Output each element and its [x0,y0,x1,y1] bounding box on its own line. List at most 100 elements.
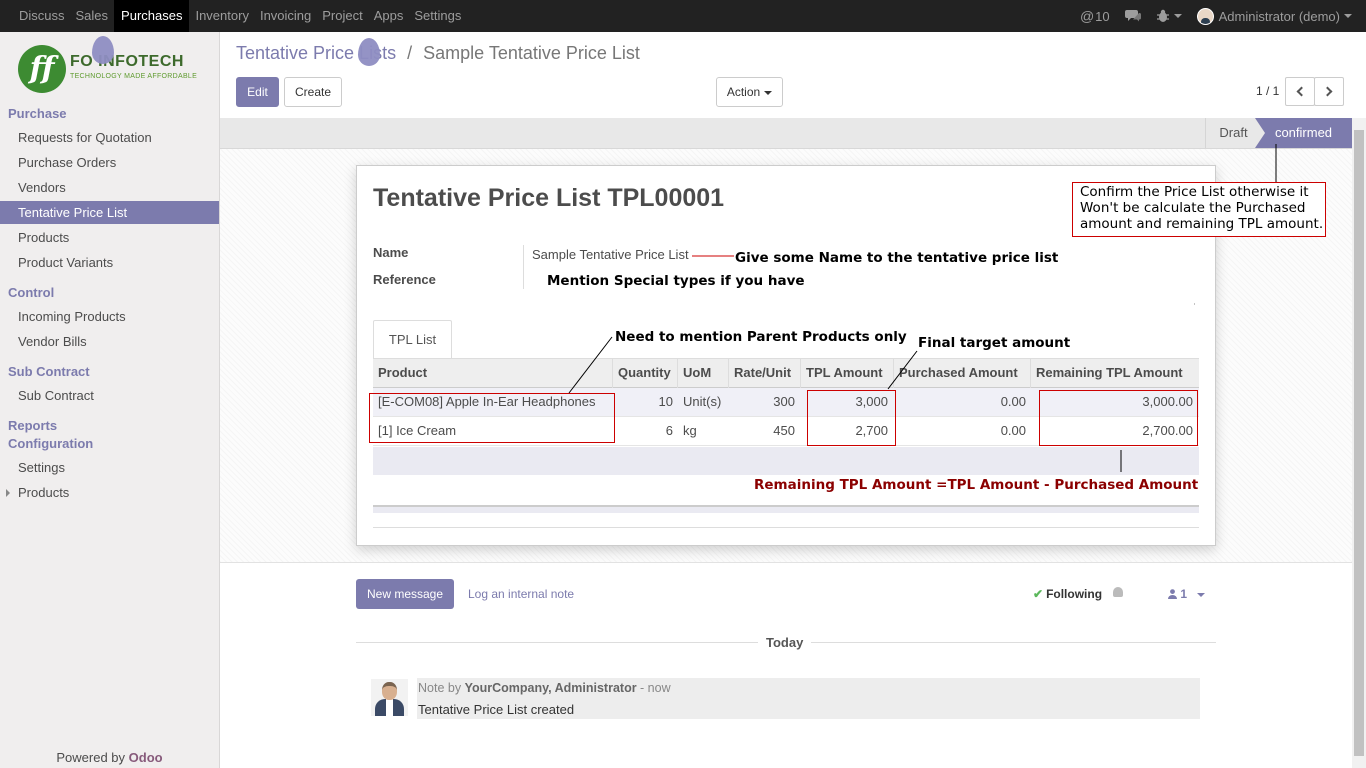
cell-product: [E-COM08] Apple In-Ear Headphones [378,394,596,409]
following-label: Following [1046,587,1103,601]
sidebar-section-control: Control [8,285,55,300]
user-menu[interactable]: Administrator (demo) [1196,7,1352,25]
cell-quantity: 10 [658,394,673,409]
sidebar-item-product-variants[interactable]: Product Variants [18,255,114,270]
create-button[interactable]: Create [284,77,342,107]
sidebar-item-purchase-orders[interactable]: Purchase Orders [18,155,117,170]
sidebar-item-vendors[interactable]: Vendors [18,180,66,195]
menu-discuss[interactable]: Discuss [19,8,65,23]
followers-count: 1 [1180,587,1188,601]
sidebar-item-tentative-price-list[interactable]: Tentative Price List [0,201,219,224]
status-bar [220,118,1352,149]
breadcrumb-current: Sample Tentative Price List [423,43,640,63]
breadcrumb: Tentative Price Lists / Sample Tentative… [236,43,640,64]
log-note-link[interactable]: Log an internal note [468,587,575,601]
logo-tagline: TECHNOLOGY MADE AFFORDABLE [70,73,198,80]
bell-icon[interactable] [1113,587,1123,597]
cell-product: [1] Ice Cream [378,423,457,438]
logo-name: FO INFOTECH [70,53,184,70]
sheet-divider [373,527,1199,528]
powered-by-text: Powered by [56,750,129,765]
chevron-down-icon [764,90,773,95]
message-header: Note by YourCompany, Administrator - now [418,681,671,695]
cell-remaining-tpl-amount: 3,000.00 [1142,394,1193,409]
sidebar-item-incoming-products[interactable]: Incoming Products [18,309,126,324]
user-name: Administrator (demo) [1218,8,1340,24]
column-remaining-tpl-amount[interactable]: Remaining TPL Amount [1036,365,1183,380]
column-purchased-amount[interactable]: Purchased Amount [894,359,1031,388]
chevron-left-icon [1296,86,1307,97]
at-icon: @ [1079,8,1095,24]
pager-value[interactable]: 1 / 1 [1256,84,1280,98]
pager-next-button[interactable] [1314,77,1344,106]
avatar[interactable] [371,679,408,716]
sidebar-item-vendor-bills[interactable]: Vendor Bills [18,334,87,349]
column-rate[interactable]: Rate/Unit [729,359,801,388]
debug-button[interactable] [1156,9,1182,23]
chat-icon [1124,10,1141,22]
message-time: - now [636,681,671,695]
cell-purchased-amount: 0.00 [1000,394,1026,409]
cell-rate: 450 [773,423,795,438]
bug-icon [1156,9,1169,22]
sidebar-section-reports[interactable]: Reports [8,418,58,433]
table-footer [373,447,1199,475]
menu-invoicing[interactable]: Invoicing [259,8,312,23]
annotation-formula: Remaining TPL Amount =TPL Amount - Purch… [754,477,1199,493]
tab-tpl-list[interactable]: TPL List [373,320,452,359]
message-author[interactable]: YourCompany, Administrator [464,681,637,695]
field-divider [523,245,524,289]
page-title: Tentative Price List TPL00001 [373,184,725,212]
table-row[interactable]: [E-COM08] Apple In-Ear Headphones 10 Uni… [373,388,1199,417]
sidebar-item-label: Products [18,485,70,500]
column-product[interactable]: Product [373,359,613,388]
systray: @ 10 Administrator (demo) [1065,0,1366,32]
company-logo[interactable]: ff FO INFOTECH TECHNOLOGY MADE AFFORDABL… [18,45,203,93]
name-label: Name [373,245,409,260]
sidebar-item-settings[interactable]: Settings [18,460,65,475]
sidebar-item-rfq[interactable]: Requests for Quotation [18,130,152,145]
action-dropdown[interactable]: Action [716,77,783,107]
avatar-face [382,682,397,700]
annotation-confirm-callout: Confirm the Price List otherwise it Won'… [1072,182,1326,237]
annotation-reference: Mention Special types if you have [547,273,805,289]
message-body: Tentative Price List created [418,702,575,717]
sidebar-item-sub-contract[interactable]: Sub Contract [18,388,94,403]
chevron-down-icon [1344,14,1352,18]
scrollbar-thumb[interactable] [1354,130,1364,756]
scrollbar[interactable] [1352,118,1366,768]
top-navbar: Discuss Sales Purchases Inventory Invoic… [0,0,1366,32]
reference-label: Reference [373,272,436,287]
chat-button[interactable] [1124,9,1141,23]
annotation-box-products [369,393,615,443]
menu-project[interactable]: Project [322,8,363,23]
cell-tpl-amount: 2,700 [855,423,888,438]
menu-sales[interactable]: Sales [75,8,109,23]
water-drop-decoration [92,36,114,64]
table-row[interactable]: [1] Ice Cream 6 kg 450 2,700 0.00 2,700.… [373,417,1199,446]
breadcrumb-parent[interactable]: Tentative Price Lists [236,43,397,63]
new-message-button[interactable]: New message [356,579,454,609]
column-quantity[interactable]: Quantity [613,359,678,388]
edit-button[interactable]: Edit [236,77,279,107]
odoo-link[interactable]: Odoo [128,750,163,765]
menu-apps[interactable]: Apps [373,8,404,23]
menu-inventory[interactable]: Inventory [195,8,249,23]
app-menu: Discuss Sales Purchases Inventory Invoic… [14,0,467,32]
pager-previous-button[interactable] [1285,77,1315,106]
check-icon: ✔ [1033,587,1044,601]
menu-purchases[interactable]: Purchases [114,0,190,32]
avatar [1196,7,1214,25]
column-uom[interactable]: UoM [678,359,729,388]
followers-button[interactable]: 1 [1168,587,1206,601]
cell-quantity: 6 [665,423,673,438]
status-draft[interactable]: Draft [1205,118,1261,148]
column-tpl-amount[interactable]: TPL Amount [801,359,894,388]
menu-settings[interactable]: Settings [414,8,462,23]
breadcrumb-separator: / [407,43,413,63]
following-button[interactable]: ✔ Following [1033,587,1102,601]
mentions-button[interactable]: @ 10 [1080,8,1110,24]
status-confirmed[interactable]: confirmed [1255,118,1352,148]
sidebar-item-config-products[interactable]: Products [0,481,219,504]
sidebar-item-products[interactable]: Products [18,230,70,245]
